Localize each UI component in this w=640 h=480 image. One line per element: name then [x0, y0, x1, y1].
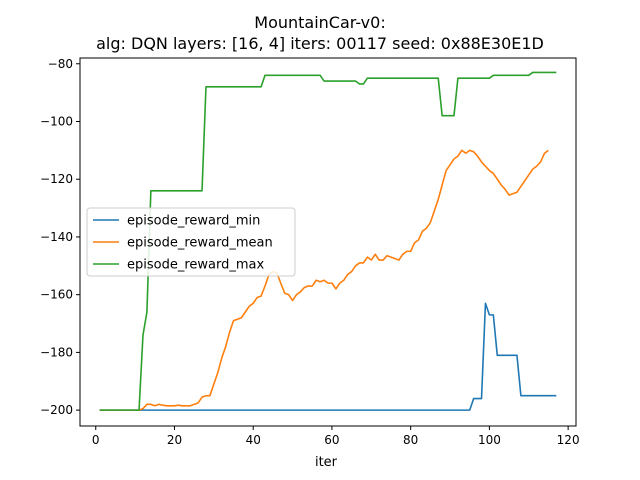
y-axis: −200 −180 −160 −140 −120 −100 −80 — [40, 57, 80, 417]
y-tick-label: −120 — [40, 172, 73, 186]
x-axis-label: iter — [315, 455, 338, 470]
x-tick-label: 0 — [92, 433, 100, 447]
y-tick-label: −140 — [40, 230, 73, 244]
legend: episode_reward_min episode_reward_meanepi… — [86, 207, 296, 277]
legend-entry: episode_reward_min — [127, 214, 260, 229]
legend-box — [86, 207, 296, 277]
x-tick-label: 20 — [167, 433, 182, 447]
y-tick-label: −180 — [40, 345, 73, 359]
x-tick-label: 80 — [403, 433, 418, 447]
legend-entry: episode_reward_max — [127, 258, 264, 273]
chart-title-line-1: MountainCar-v0: — [254, 13, 385, 32]
y-tick-label: −100 — [40, 114, 73, 128]
plot-frame — [79, 57, 577, 427]
series-line-episode-reward-mean — [99, 149, 549, 411]
x-axis: 0 20 40 60 80 100 120 — [92, 426, 580, 447]
x-tick-label: 120 — [557, 433, 580, 447]
x-tick-label: 60 — [324, 433, 339, 447]
y-tick-label: −200 — [40, 403, 73, 417]
x-tick-label: 40 — [246, 433, 261, 447]
y-tick-label: −160 — [40, 288, 73, 302]
chart-title-line-2: alg: DQN layers: [16, 4] iters: 00117 se… — [96, 34, 544, 53]
x-tick-label: 100 — [478, 433, 501, 447]
legend-entry: episode_reward_mean — [127, 236, 273, 251]
y-tick-label: −80 — [48, 57, 73, 71]
series-line-episode-reward-min — [99, 302, 557, 411]
